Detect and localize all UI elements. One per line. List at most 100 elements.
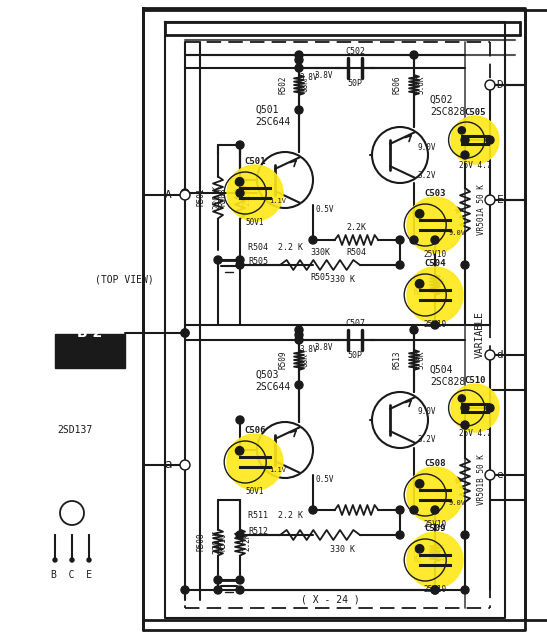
Circle shape bbox=[458, 127, 465, 134]
Text: R501: R501 bbox=[196, 188, 205, 206]
Circle shape bbox=[295, 381, 303, 389]
Circle shape bbox=[486, 196, 493, 204]
Circle shape bbox=[182, 461, 189, 468]
Circle shape bbox=[461, 586, 469, 594]
Circle shape bbox=[182, 191, 189, 198]
Text: R512: R512 bbox=[248, 527, 268, 536]
Text: Q502: Q502 bbox=[430, 95, 453, 105]
Text: C501: C501 bbox=[245, 157, 266, 166]
Text: Q503: Q503 bbox=[255, 370, 278, 380]
Text: 2SC644: 2SC644 bbox=[255, 117, 290, 127]
Text: 9.0V: 9.0V bbox=[449, 230, 466, 236]
Text: E: E bbox=[497, 195, 503, 205]
Text: C510: C510 bbox=[464, 376, 486, 385]
Circle shape bbox=[214, 586, 222, 594]
Circle shape bbox=[180, 190, 190, 200]
Circle shape bbox=[181, 189, 189, 197]
Text: 68K: 68K bbox=[301, 353, 310, 367]
Circle shape bbox=[236, 586, 244, 594]
Text: 3.8V: 3.8V bbox=[315, 72, 333, 81]
Circle shape bbox=[486, 196, 494, 204]
Text: 68K: 68K bbox=[301, 78, 310, 92]
Text: C504: C504 bbox=[424, 259, 446, 268]
Text: 50P: 50P bbox=[347, 79, 363, 88]
Circle shape bbox=[461, 136, 469, 144]
Circle shape bbox=[458, 395, 465, 402]
Circle shape bbox=[461, 261, 469, 269]
Circle shape bbox=[415, 479, 424, 488]
Text: C509: C509 bbox=[424, 524, 446, 533]
Text: 0.5V: 0.5V bbox=[316, 205, 335, 214]
Circle shape bbox=[486, 351, 493, 358]
Circle shape bbox=[431, 321, 439, 329]
Text: 1.5K: 1.5K bbox=[437, 543, 446, 561]
Text: 9.0V: 9.0V bbox=[418, 143, 437, 152]
Text: 25V10: 25V10 bbox=[423, 320, 446, 329]
Circle shape bbox=[410, 326, 418, 334]
Circle shape bbox=[236, 576, 244, 584]
Circle shape bbox=[235, 177, 244, 186]
Text: R502: R502 bbox=[278, 76, 287, 94]
Circle shape bbox=[431, 236, 439, 244]
Circle shape bbox=[431, 586, 439, 594]
Circle shape bbox=[396, 506, 404, 514]
Circle shape bbox=[461, 421, 469, 429]
Text: 2.2K: 2.2K bbox=[242, 188, 251, 206]
Text: 9.0V: 9.0V bbox=[418, 408, 437, 417]
Text: 25V 4.7: 25V 4.7 bbox=[459, 429, 491, 438]
Circle shape bbox=[451, 384, 499, 432]
Text: ( X - 24 ): ( X - 24 ) bbox=[301, 595, 359, 605]
Circle shape bbox=[236, 256, 244, 264]
Text: R505: R505 bbox=[248, 257, 268, 266]
Circle shape bbox=[485, 80, 495, 90]
Circle shape bbox=[486, 472, 493, 479]
Circle shape bbox=[295, 51, 303, 59]
Text: 1.1V: 1.1V bbox=[269, 198, 286, 204]
Text: 0.5V: 0.5V bbox=[316, 476, 335, 484]
Text: 50P: 50P bbox=[347, 351, 363, 360]
Circle shape bbox=[295, 106, 303, 114]
Text: R509: R509 bbox=[278, 351, 287, 369]
Text: (TOP VIEW): (TOP VIEW) bbox=[95, 275, 154, 285]
Circle shape bbox=[431, 586, 439, 594]
Circle shape bbox=[295, 331, 303, 339]
Text: R506: R506 bbox=[393, 76, 402, 94]
Text: C507: C507 bbox=[345, 319, 365, 328]
Circle shape bbox=[486, 404, 494, 412]
Text: 5.6K: 5.6K bbox=[416, 351, 425, 369]
Circle shape bbox=[236, 416, 244, 424]
Circle shape bbox=[461, 151, 469, 159]
Text: 330 K: 330 K bbox=[330, 545, 355, 554]
Circle shape bbox=[451, 116, 499, 164]
Circle shape bbox=[461, 531, 469, 539]
Text: a: a bbox=[165, 458, 172, 472]
Text: 2SC828: 2SC828 bbox=[430, 377, 465, 387]
Text: 3.8V: 3.8V bbox=[300, 346, 318, 355]
Text: B 2: B 2 bbox=[77, 326, 103, 340]
Text: Q501: Q501 bbox=[255, 105, 278, 115]
Text: 25V 4.7: 25V 4.7 bbox=[459, 161, 491, 170]
Circle shape bbox=[309, 236, 317, 244]
Circle shape bbox=[70, 558, 74, 562]
Text: R503: R503 bbox=[218, 188, 227, 206]
Circle shape bbox=[407, 467, 463, 523]
Circle shape bbox=[415, 545, 424, 553]
Text: VR501A 50 K: VR501A 50 K bbox=[477, 184, 486, 236]
Circle shape bbox=[227, 165, 283, 221]
Bar bbox=[45, 498, 100, 533]
Circle shape bbox=[415, 280, 424, 288]
Text: 9.0V: 9.0V bbox=[449, 500, 466, 506]
Text: 330K: 330K bbox=[310, 248, 330, 257]
Text: 25V10: 25V10 bbox=[423, 585, 446, 594]
Circle shape bbox=[87, 558, 91, 562]
Circle shape bbox=[295, 64, 303, 72]
Circle shape bbox=[235, 447, 244, 455]
Text: 25V10: 25V10 bbox=[423, 520, 446, 529]
Text: VARIABLE: VARIABLE bbox=[475, 312, 485, 358]
Text: 3.2V: 3.2V bbox=[418, 435, 437, 445]
Circle shape bbox=[485, 195, 495, 205]
Text: 2SD137: 2SD137 bbox=[57, 425, 92, 435]
Text: C505: C505 bbox=[464, 108, 486, 117]
Circle shape bbox=[181, 191, 189, 199]
Text: R505: R505 bbox=[310, 273, 330, 282]
